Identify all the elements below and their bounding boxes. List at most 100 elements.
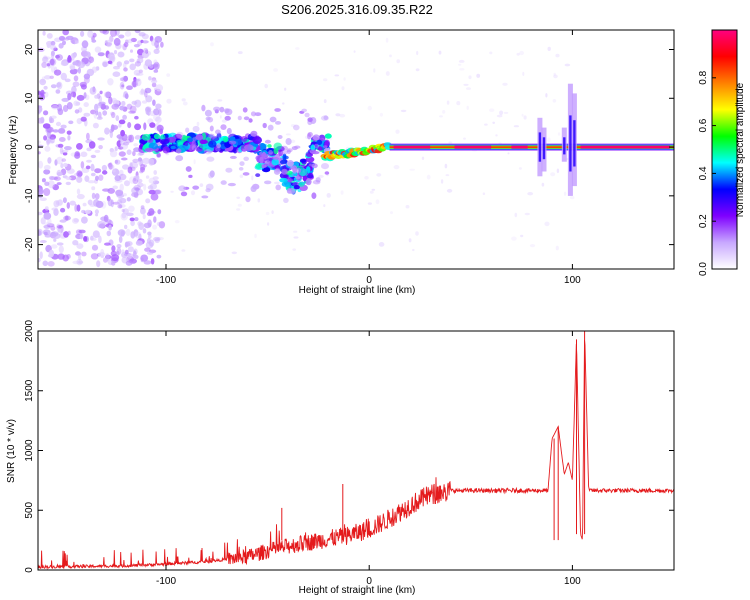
spectrogram-violet-blob <box>295 176 301 180</box>
spectrogram-noise-blob <box>76 258 83 266</box>
spectrogram-broadband-blob <box>202 142 209 148</box>
spectrogram-noise-blob <box>42 56 49 63</box>
spectrogram-faint-blob <box>373 68 376 73</box>
spectrogram-faint-blob <box>364 176 369 180</box>
spectrogram-noise-blob <box>113 126 118 130</box>
spectrogram-noise-blob <box>68 120 74 125</box>
spectrogram-noise-blob <box>53 47 58 52</box>
spectrogram-noise-blob <box>56 225 63 229</box>
spectrogram-faint-blob <box>408 238 412 243</box>
spectrogram-noise-blob <box>73 75 79 82</box>
spectrogram-noise-blob <box>127 38 133 44</box>
spectrogram-noise-blob <box>140 205 145 210</box>
spectrogram-noise-blob <box>41 178 46 183</box>
spectrogram-noise-blob <box>60 72 67 81</box>
spectrogram-broadband-blob <box>305 152 314 157</box>
spectrogram-faint-blob <box>466 87 471 90</box>
spectrogram-noise-blob <box>118 197 123 202</box>
spectrogram-noise-blob <box>67 135 71 141</box>
spectrogram-violet-blob <box>175 148 182 154</box>
spectrogram-noise-blob <box>66 254 71 259</box>
spectrogram-violet-blob <box>281 168 288 175</box>
spectrogram-violet-blob <box>227 182 236 187</box>
spectrogram-faint-blob <box>334 74 340 77</box>
spectrogram-noise-blob <box>136 178 143 183</box>
spectrogram-noise-blob <box>63 231 69 238</box>
spectrogram-noise-blob <box>154 40 160 48</box>
spectrogram-noise-blob <box>71 40 75 44</box>
spectrogram-faint-blob <box>409 168 416 171</box>
snr-x-label: Height of straight line (km) <box>299 585 416 596</box>
spectrogram-violet-blob <box>267 124 274 131</box>
spectrogram-noise-blob <box>103 214 109 223</box>
spectrogram-noise-blob <box>76 188 81 195</box>
spectrogram-noise-blob <box>38 160 44 169</box>
spectrogram-noise-blob <box>61 158 67 162</box>
spectrogram-noise-blob <box>86 132 90 141</box>
spectrogram-noise-blob <box>152 176 159 181</box>
spectrogram-noise-blob <box>41 76 45 83</box>
spectrogram-violet-blob <box>286 160 294 167</box>
spectrogram-noise-blob <box>143 122 147 131</box>
spectrogram-marks <box>38 30 674 268</box>
spectrogram-noise-blob <box>111 260 115 266</box>
spectrogram-violet-blob <box>209 170 215 178</box>
spectrogram-violet-blob <box>220 124 227 130</box>
spectrogram-noise-blob <box>38 105 43 113</box>
spectrogram-faint-blob <box>353 50 356 53</box>
spectrogram-faint-blob <box>166 98 172 104</box>
spectrogram-noise-blob <box>138 222 145 230</box>
spectrogram-noise-blob <box>90 163 95 172</box>
spectrogram-broadband-blob <box>183 142 189 147</box>
spectrogram-noise-blob <box>114 159 118 164</box>
spectrogram-violet-blob <box>215 129 221 135</box>
spectrogram-noise-blob <box>53 238 57 242</box>
spectrogram-noise-blob <box>71 85 77 94</box>
spectrogram-broadband-blob <box>232 146 238 154</box>
spectrogram-faint-blob <box>181 249 186 252</box>
spectrogram-noise-blob <box>64 78 71 83</box>
spectrogram-noise-blob <box>129 63 136 71</box>
spectrogram-noise-blob <box>56 82 62 88</box>
spectrogram-y-tick-label: -10 <box>24 188 35 203</box>
spectrogram-violet-blob <box>264 160 271 164</box>
spectrogram-faint-blob <box>237 51 243 55</box>
spectrogram-violet-blob <box>250 130 258 137</box>
spectrogram-violet-blob <box>239 161 245 167</box>
spectrogram-noise-blob <box>115 115 120 122</box>
spectrogram-faint-blob <box>569 196 575 200</box>
spectrogram-noise-blob <box>44 145 51 152</box>
spectrogram-noise-blob <box>90 172 96 177</box>
spectrogram-noise-blob <box>90 154 97 159</box>
spectrogram-faint-blob <box>446 188 453 193</box>
colorbar-bar <box>711 29 738 270</box>
spectrogram-broadband-blob <box>261 167 271 173</box>
spectrogram-noise-blob <box>77 171 83 177</box>
spectrogram-broadband-blob <box>324 133 332 139</box>
spectrogram-noise-blob <box>153 108 160 116</box>
spectrogram-noise-blob <box>124 224 128 230</box>
spectrogram-noise-blob <box>133 184 141 191</box>
spectrogram-faint-blob <box>292 248 297 251</box>
spectrogram-noise-blob <box>148 208 155 216</box>
spectrogram-noise-blob <box>57 228 62 233</box>
spectrogram-noise-blob <box>109 130 114 139</box>
spectrogram-x-tick-label: 100 <box>564 275 581 286</box>
spectrogram-broadband-blob <box>271 158 279 166</box>
spectrogram-noise-blob <box>120 129 125 137</box>
spectrogram-noise-blob <box>121 212 127 219</box>
spectrogram-noise-blob <box>127 246 134 253</box>
spectrogram-violet-blob <box>195 134 204 141</box>
spectrogram-noise-blob <box>54 159 58 166</box>
spectrogram-faint-blob <box>442 110 446 114</box>
spectrogram-y-tick-label: -20 <box>24 237 35 252</box>
spectrogram-faint-blob <box>529 244 536 248</box>
spectrogram-noise-blob <box>156 153 162 158</box>
spectrogram-noise-blob <box>102 61 108 68</box>
spectrogram-noise-blob <box>116 193 125 198</box>
spectrogram-noise-blob <box>76 193 85 200</box>
spectrogram-noise-blob <box>91 192 96 200</box>
spectrogram-noise-blob <box>50 40 56 46</box>
spectrogram-noise-blob <box>60 207 66 213</box>
spectrogram-noise-blob <box>65 215 69 221</box>
